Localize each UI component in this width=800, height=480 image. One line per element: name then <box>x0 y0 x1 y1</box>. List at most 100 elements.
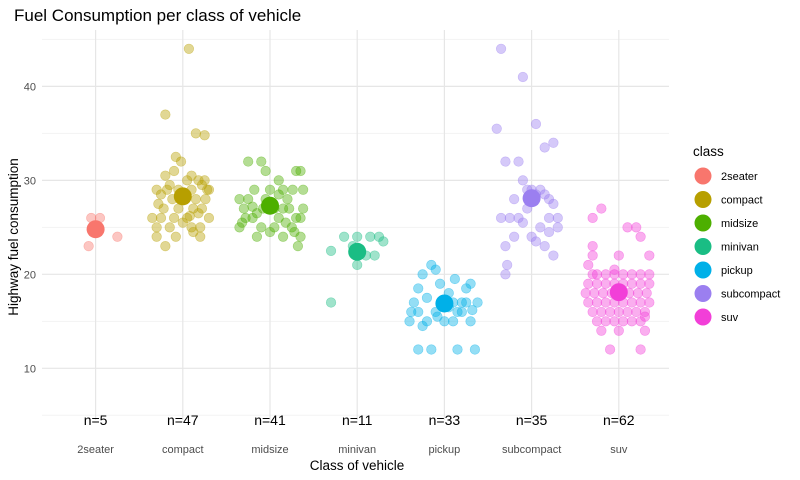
data-point <box>295 212 306 224</box>
data-point <box>530 118 542 130</box>
mean-marker <box>435 294 454 313</box>
x-tick-label: 2seater <box>77 444 114 456</box>
data-point <box>202 184 213 195</box>
x-tick-label: subcompact <box>502 444 561 456</box>
legend-key <box>694 191 712 208</box>
data-point <box>292 241 304 252</box>
data-point <box>613 306 624 318</box>
data-point <box>509 231 520 242</box>
data-point <box>269 222 280 233</box>
data-point <box>284 203 295 214</box>
data-point <box>295 165 306 177</box>
data-point <box>613 250 624 261</box>
data-point <box>635 269 646 280</box>
data-point <box>243 194 254 205</box>
data-point <box>552 212 563 224</box>
data-point <box>600 316 611 327</box>
data-point <box>539 142 550 153</box>
data-point <box>147 212 158 224</box>
count-label: n=41 <box>254 412 286 428</box>
data-point <box>535 222 546 233</box>
data-point <box>604 344 616 355</box>
data-point <box>286 222 297 233</box>
y-tick-label: 30 <box>24 175 36 187</box>
data-point <box>517 217 528 228</box>
data-point <box>591 278 603 289</box>
x-tick-label: compact <box>162 444 204 456</box>
data-point <box>587 212 598 224</box>
data-point <box>609 316 620 327</box>
data-point <box>452 306 463 318</box>
data-point <box>151 222 162 233</box>
legend-key <box>694 238 712 255</box>
data-point <box>644 278 655 289</box>
data-point <box>190 194 201 205</box>
data-point <box>298 184 309 195</box>
data-point <box>500 241 511 252</box>
data-point <box>273 212 284 224</box>
data-point <box>112 231 123 242</box>
y-tick-labels: 10 20 30 40 <box>24 81 36 375</box>
data-point <box>543 194 555 205</box>
data-point <box>378 236 389 247</box>
data-point <box>449 273 460 285</box>
data-point <box>168 165 180 177</box>
data-point <box>618 269 629 280</box>
data-point <box>277 231 289 242</box>
data-point <box>151 231 162 242</box>
data-point <box>539 241 550 252</box>
data-point <box>339 231 350 242</box>
x-tick-labels: 2seater compact midsize minivan pickup subcom… <box>77 444 628 456</box>
data-point <box>456 306 467 318</box>
data-point <box>162 184 173 195</box>
data-point <box>548 198 559 209</box>
mean-marker <box>86 220 105 239</box>
data-point <box>635 344 646 355</box>
x-axis-label: Class of vehicle <box>310 458 405 473</box>
data-point <box>164 179 175 191</box>
data-point <box>170 151 181 162</box>
data-point <box>184 210 195 222</box>
data-point <box>83 241 94 252</box>
data-point <box>469 344 481 355</box>
y-tick-label: 10 <box>24 363 36 375</box>
data-point <box>465 316 476 327</box>
count-label: n=33 <box>429 412 461 428</box>
data-point <box>591 316 603 327</box>
data-point <box>177 217 188 228</box>
data-point <box>513 156 524 167</box>
data-point <box>613 325 624 336</box>
data-point <box>282 194 293 205</box>
x-tick-label: minivan <box>338 444 376 456</box>
data-point <box>238 203 249 214</box>
data-point <box>596 325 607 336</box>
data-point <box>164 222 175 233</box>
data-point <box>158 203 169 214</box>
mean-marker <box>261 196 279 215</box>
data-point <box>170 231 181 242</box>
data-point <box>626 269 637 280</box>
legend-label: compact <box>721 195 763 207</box>
data-point <box>587 269 598 280</box>
y-tick-label: 40 <box>24 81 36 93</box>
data-point <box>203 212 215 224</box>
chart-title: Fuel Consumption per class of vehicle <box>14 6 301 25</box>
data-point <box>264 184 276 195</box>
data-point <box>432 311 443 322</box>
data-point <box>413 344 424 355</box>
data-point <box>513 212 524 224</box>
data-point <box>500 156 511 167</box>
mean-markers <box>86 187 628 313</box>
data-point <box>583 259 594 271</box>
y-axis-label: Highway fuel consumption <box>6 158 21 316</box>
data-point <box>188 226 199 238</box>
data-point <box>600 278 611 289</box>
data-point <box>199 175 210 186</box>
data-point <box>456 297 467 308</box>
x-tick-label: pickup <box>429 444 461 456</box>
data-point <box>175 156 187 167</box>
data-point <box>632 288 644 299</box>
data-point <box>352 259 363 271</box>
data-point <box>465 278 476 289</box>
data-point <box>234 194 245 205</box>
